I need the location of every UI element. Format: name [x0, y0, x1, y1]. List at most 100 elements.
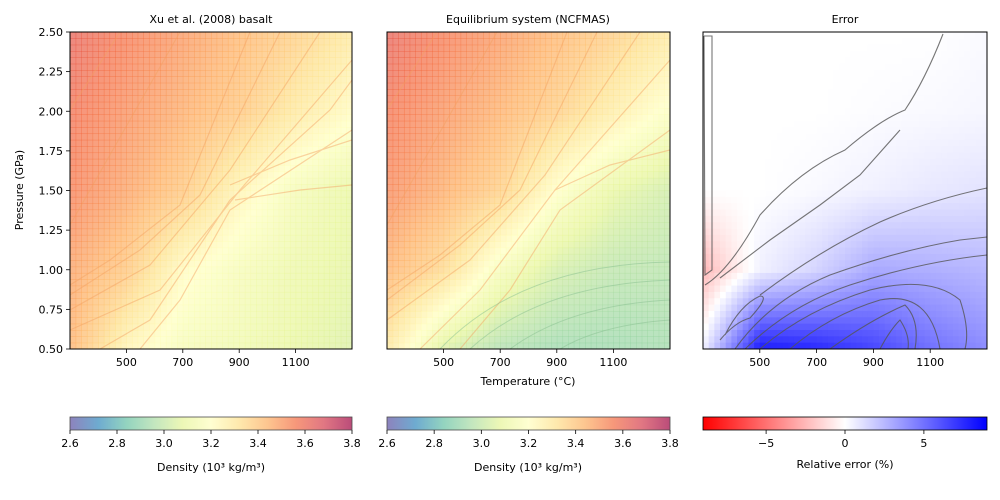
heatmap-cell [443, 165, 450, 173]
heatmap-cell [494, 57, 501, 65]
heatmap-cell [562, 63, 569, 71]
heatmap-cell [205, 209, 212, 217]
heatmap-cell [261, 101, 268, 109]
heatmap-cell [517, 215, 524, 223]
heatmap-cell [278, 272, 285, 280]
heatmap-cell [346, 209, 352, 217]
heatmap-cell [312, 209, 319, 217]
heatmap-cell [392, 298, 399, 306]
heatmap-cell [437, 222, 445, 230]
heatmap-cell [335, 234, 342, 242]
heatmap-cell [488, 57, 496, 65]
heatmap-cell [534, 57, 541, 65]
heatmap-cell [188, 285, 195, 293]
heatmap-cell [403, 323, 411, 331]
heatmap-cell [477, 127, 484, 135]
heatmap-cell [160, 196, 167, 204]
heatmap-cell [545, 171, 552, 179]
heatmap-cell [403, 165, 411, 173]
heatmap-cell [392, 291, 399, 299]
heatmap-cell [312, 342, 319, 349]
heatmap-cell [392, 215, 399, 223]
heatmap-cell [398, 228, 405, 236]
heatmap-cell [545, 253, 552, 261]
heatmap-cell [98, 95, 105, 103]
heatmap-cell [216, 298, 223, 306]
heatmap-cell [188, 133, 195, 141]
heatmap-cell [562, 247, 569, 255]
heatmap-cell [409, 336, 416, 344]
heatmap-cell [579, 234, 586, 242]
heatmap-cell [545, 89, 552, 96]
heatmap-cell [511, 209, 518, 217]
heatmap-cell [454, 44, 462, 52]
heatmap-cell [188, 127, 195, 135]
heatmap-cell [199, 171, 206, 179]
heatmap-cell [92, 241, 99, 249]
heatmap-cell [624, 127, 631, 135]
heatmap-cell [261, 127, 268, 135]
heatmap-cell [301, 279, 308, 287]
heatmap-cell [182, 253, 190, 261]
heatmap-cell [289, 89, 297, 96]
heatmap-cell [403, 120, 411, 128]
heatmap-cell [227, 291, 235, 299]
heatmap-cell [522, 152, 530, 160]
heatmap-cell [177, 139, 184, 147]
heatmap-cell [568, 279, 575, 287]
heatmap-cell [143, 139, 150, 147]
heatmap-cell [432, 342, 439, 349]
heatmap-cell [398, 241, 405, 249]
heatmap-cell [75, 317, 82, 325]
heatmap-cell [573, 44, 581, 52]
heatmap-cell [426, 114, 433, 122]
heatmap-cell [551, 266, 558, 274]
heatmap-cell [86, 323, 94, 331]
heatmap-cell [346, 234, 352, 242]
heatmap-cell [160, 38, 167, 46]
heatmap-cell [636, 171, 643, 179]
heatmap-cell [137, 196, 144, 204]
heatmap-cell [250, 82, 257, 90]
heatmap-cell [312, 171, 319, 179]
heatmap-cell [551, 76, 558, 84]
heatmap-cell [120, 108, 127, 116]
heatmap-cell [539, 203, 547, 211]
heatmap-cell [216, 266, 223, 274]
heatmap-cell [86, 342, 94, 349]
heatmap-cell [227, 266, 235, 274]
heatmap-cell [420, 336, 428, 344]
heatmap-cell [562, 329, 569, 337]
heatmap-cell [494, 165, 501, 173]
heatmap-cell [607, 127, 614, 135]
heatmap-cell [613, 76, 620, 84]
heatmap-cell [624, 310, 631, 318]
heatmap-cell [466, 158, 473, 166]
heatmap-cell [182, 82, 190, 90]
heatmap-cell [70, 158, 77, 166]
heatmap-cell [301, 57, 308, 65]
heatmap-cell [528, 133, 535, 141]
heatmap-cell [216, 57, 223, 65]
heatmap-cell [98, 57, 105, 65]
heatmap-cell [75, 152, 82, 160]
heatmap-cell [454, 298, 462, 306]
heatmap-cell [636, 215, 643, 223]
heatmap-cell [165, 285, 173, 293]
heatmap-cell [318, 253, 325, 261]
heatmap-cell [403, 158, 411, 166]
heatmap-cell [261, 120, 268, 128]
heatmap-cell [199, 152, 206, 160]
heatmap-cell [273, 133, 280, 141]
heatmap-cell [534, 291, 541, 299]
heatmap-cell [437, 260, 445, 268]
heatmap-cell [148, 329, 156, 337]
heatmap-cell [250, 291, 257, 299]
heatmap-cell [233, 241, 240, 249]
heatmap-cell [415, 203, 422, 211]
heatmap-cell [148, 222, 156, 230]
heatmap-cell [346, 152, 352, 160]
heatmap-cell [273, 108, 280, 116]
heatmap-cell [306, 184, 314, 192]
heatmap-cell [115, 247, 122, 255]
